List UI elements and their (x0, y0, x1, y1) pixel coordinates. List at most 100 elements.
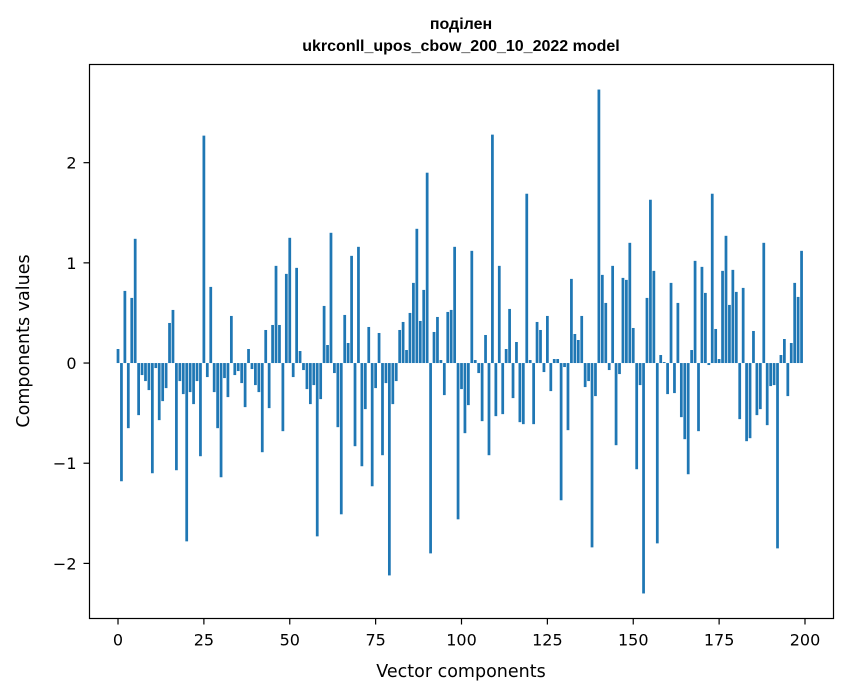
bar (800, 250, 803, 364)
bar (336, 363, 340, 428)
bar (528, 360, 532, 364)
bar (649, 199, 652, 364)
bar (717, 359, 721, 364)
x-tick-label: 175 (704, 631, 735, 650)
x-tick-label: 150 (618, 631, 649, 650)
bar (693, 260, 697, 364)
bar (515, 342, 518, 364)
bar (600, 274, 604, 364)
bar (157, 363, 161, 421)
bar (559, 363, 563, 501)
bar (758, 363, 762, 410)
bar (394, 363, 398, 382)
bar (377, 332, 381, 364)
plot-frame (88, 63, 835, 620)
bar (552, 359, 556, 364)
bar (704, 292, 707, 364)
bar (254, 363, 257, 386)
bar (673, 363, 676, 394)
bar (621, 277, 625, 364)
bar (710, 193, 714, 364)
bar (130, 297, 134, 364)
bar (257, 363, 261, 393)
bar (724, 235, 728, 364)
bar (594, 363, 597, 397)
bar (511, 363, 515, 399)
bar (638, 363, 642, 386)
bar (487, 363, 491, 456)
bar (556, 359, 560, 364)
bar (370, 363, 374, 487)
bar (491, 134, 494, 364)
bar (278, 324, 281, 364)
bar (614, 363, 618, 446)
bar (501, 363, 505, 415)
bar (731, 269, 735, 364)
bar (508, 308, 511, 364)
bar (467, 363, 470, 406)
bar (126, 363, 130, 429)
x-tick-label: 200 (790, 631, 821, 650)
bar (446, 311, 450, 364)
bar (291, 363, 295, 378)
bar (312, 363, 316, 386)
bar (264, 329, 268, 364)
bar (752, 330, 755, 364)
bar (178, 363, 182, 382)
bar (521, 363, 525, 425)
x-tick-label: 25 (194, 631, 214, 650)
bar (755, 363, 759, 416)
bar (240, 363, 244, 384)
bar (418, 320, 422, 364)
bars-group (116, 89, 803, 594)
chart-title: поділен (430, 16, 492, 33)
x-tick-label: 50 (280, 631, 300, 650)
bar (401, 321, 405, 364)
bar (480, 363, 484, 422)
bar (604, 302, 608, 364)
bar (298, 351, 302, 364)
bar (408, 312, 412, 364)
x-tick-label: 0 (113, 631, 123, 650)
bar (573, 333, 577, 364)
bar (642, 363, 645, 594)
bar (412, 282, 415, 364)
bar (607, 363, 611, 371)
bar (195, 363, 199, 382)
bar (363, 363, 367, 410)
bar (308, 363, 312, 405)
bar (223, 363, 226, 379)
bar (535, 321, 539, 364)
bar (449, 309, 453, 364)
bar (229, 315, 233, 364)
bar (116, 349, 120, 364)
bar (679, 363, 683, 418)
bar (470, 250, 474, 364)
bar (205, 363, 209, 378)
bar (405, 350, 408, 364)
bar (212, 363, 216, 393)
x-tick-label: 125 (532, 631, 563, 650)
bar (546, 315, 549, 364)
bar (734, 291, 738, 364)
bar (714, 328, 718, 364)
bar (439, 360, 443, 364)
bar (346, 343, 350, 364)
bar (690, 350, 694, 364)
bar (463, 363, 467, 434)
bar (779, 355, 783, 364)
bar (590, 363, 594, 548)
bar (436, 316, 439, 364)
bar (741, 287, 745, 364)
bar (381, 363, 384, 456)
bar (267, 363, 271, 409)
bar (666, 363, 669, 395)
bar (597, 89, 601, 364)
bar (518, 363, 522, 423)
bar (357, 246, 360, 364)
bar (168, 322, 171, 364)
bar (387, 363, 391, 576)
y-tick-label: 2 (66, 154, 76, 173)
bar (497, 265, 501, 364)
